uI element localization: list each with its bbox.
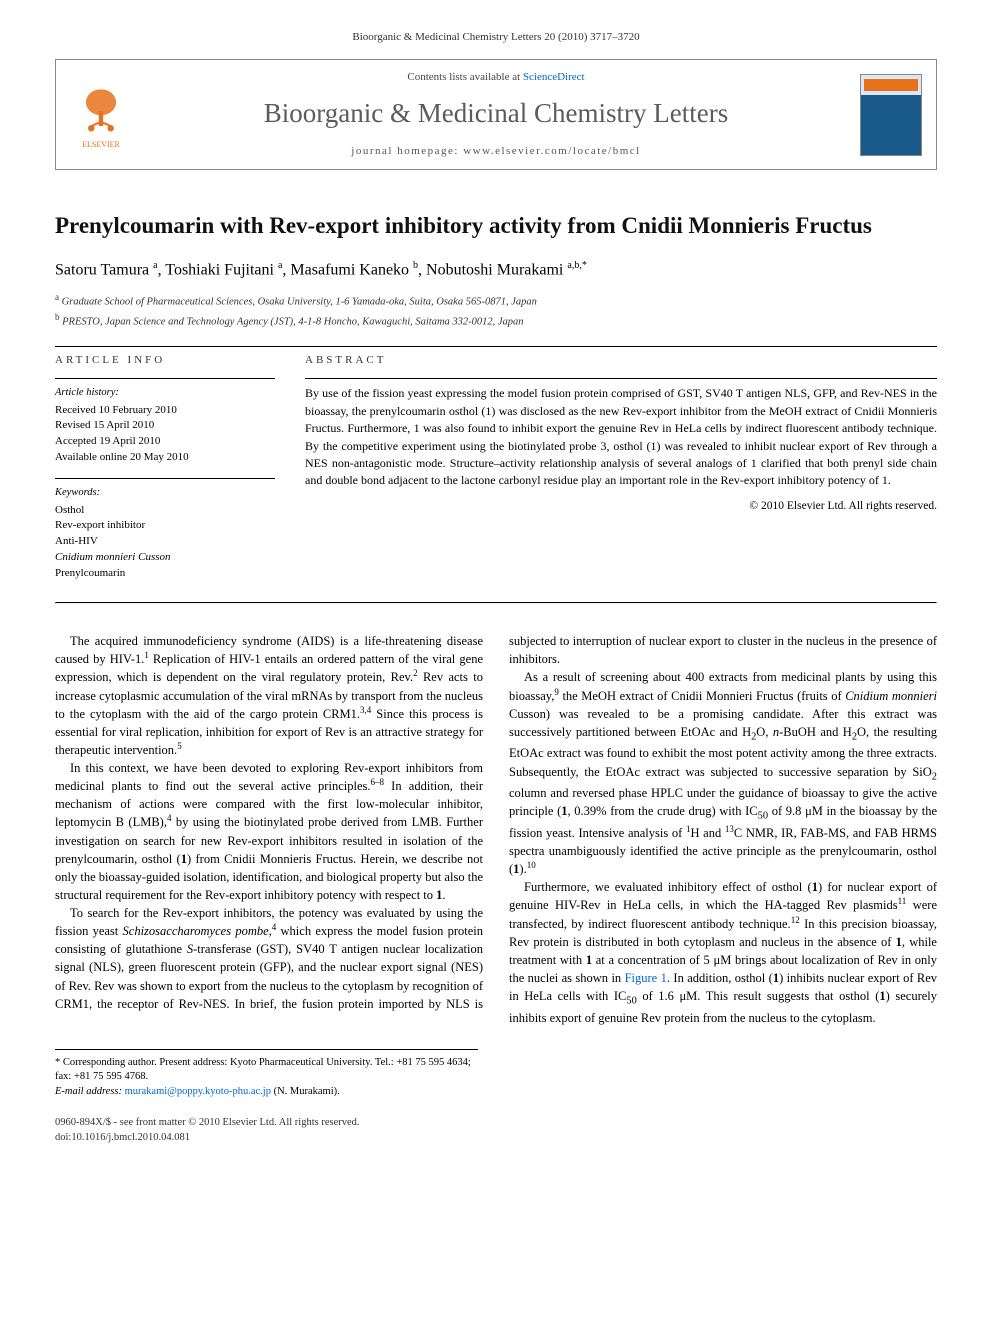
journal-homepage: journal homepage: www.elsevier.com/locat… xyxy=(146,144,846,159)
email-line: E-mail address: murakami@poppy.kyoto-phu… xyxy=(55,1085,478,1100)
keyword: Osthol xyxy=(55,503,275,519)
keyword: Cnidium monnieri Cusson xyxy=(55,550,275,566)
info-abstract-row: ARTICLE INFO Article history: Received 1… xyxy=(55,353,937,594)
divider xyxy=(55,346,937,347)
abstract-text: By use of the fission yeast expressing t… xyxy=(305,385,937,489)
authors-line: Satoru Tamura a, Toshiaki Fujitani a, Ma… xyxy=(55,259,937,282)
email-link[interactable]: murakami@poppy.kyoto-phu.ac.jp xyxy=(125,1086,271,1097)
keyword: Prenylcoumarin xyxy=(55,566,275,582)
bottom-metadata: 0960-894X/$ - see front matter © 2010 El… xyxy=(55,1116,937,1145)
divider xyxy=(55,602,937,604)
footnotes: * Corresponding author. Present address:… xyxy=(55,1049,478,1100)
elsevier-logo: ELSEVIER xyxy=(70,79,132,151)
body-paragraph: The acquired immunodeficiency syndrome (… xyxy=(55,632,483,759)
keywords-block: Keywords: Osthol Rev-export inhibitor An… xyxy=(55,485,275,582)
corresponding-author-note: * Corresponding author. Present address:… xyxy=(55,1056,478,1085)
abstract-heading: ABSTRACT xyxy=(305,353,937,368)
publisher-label: ELSEVIER xyxy=(82,139,120,150)
history-item: Received 10 February 2010 xyxy=(55,403,275,419)
keyword: Anti-HIV xyxy=(55,534,275,550)
affiliation: b PRESTO, Japan Science and Technology A… xyxy=(55,311,937,330)
body-text: The acquired immunodeficiency syndrome (… xyxy=(55,632,937,1027)
keywords-label: Keywords: xyxy=(55,485,275,500)
keyword: Rev-export inhibitor xyxy=(55,518,275,534)
body-paragraph: In this context, we have been devoted to… xyxy=(55,759,483,904)
abstract-column: ABSTRACT By use of the fission yeast exp… xyxy=(305,353,937,594)
elsevier-tree-icon xyxy=(74,85,128,139)
divider xyxy=(55,478,275,479)
running-citation: Bioorganic & Medicinal Chemistry Letters… xyxy=(55,30,937,45)
body-paragraph: As a result of screening about 400 extra… xyxy=(509,668,937,878)
header-center: Contents lists available at ScienceDirec… xyxy=(146,70,846,159)
article-history: Article history: Received 10 February 20… xyxy=(55,385,275,466)
divider xyxy=(55,378,275,379)
body-paragraph: Furthermore, we evaluated inhibitory eff… xyxy=(509,878,937,1026)
front-matter-line: 0960-894X/$ - see front matter © 2010 El… xyxy=(55,1116,937,1131)
contents-available-line: Contents lists available at ScienceDirec… xyxy=(146,70,846,85)
article-info-column: ARTICLE INFO Article history: Received 1… xyxy=(55,353,275,594)
history-item: Revised 15 April 2010 xyxy=(55,418,275,434)
sciencedirect-link[interactable]: ScienceDirect xyxy=(523,71,585,83)
journal-name: Bioorganic & Medicinal Chemistry Letters xyxy=(146,95,846,133)
journal-header: ELSEVIER Contents lists available at Sci… xyxy=(55,59,937,170)
doi-line: doi:10.1016/j.bmcl.2010.04.081 xyxy=(55,1131,937,1146)
affiliation: a Graduate School of Pharmaceutical Scie… xyxy=(55,291,937,310)
journal-cover-thumbnail xyxy=(860,74,922,156)
affiliations: a Graduate School of Pharmaceutical Scie… xyxy=(55,291,937,330)
history-item: Available online 20 May 2010 xyxy=(55,450,275,466)
article-title: Prenylcoumarin with Rev-export inhibitor… xyxy=(55,212,937,241)
history-label: Article history: xyxy=(55,385,275,400)
abstract-copyright: © 2010 Elsevier Ltd. All rights reserved… xyxy=(305,498,937,514)
history-item: Accepted 19 April 2010 xyxy=(55,434,275,450)
divider xyxy=(305,378,937,379)
article-info-heading: ARTICLE INFO xyxy=(55,353,275,368)
